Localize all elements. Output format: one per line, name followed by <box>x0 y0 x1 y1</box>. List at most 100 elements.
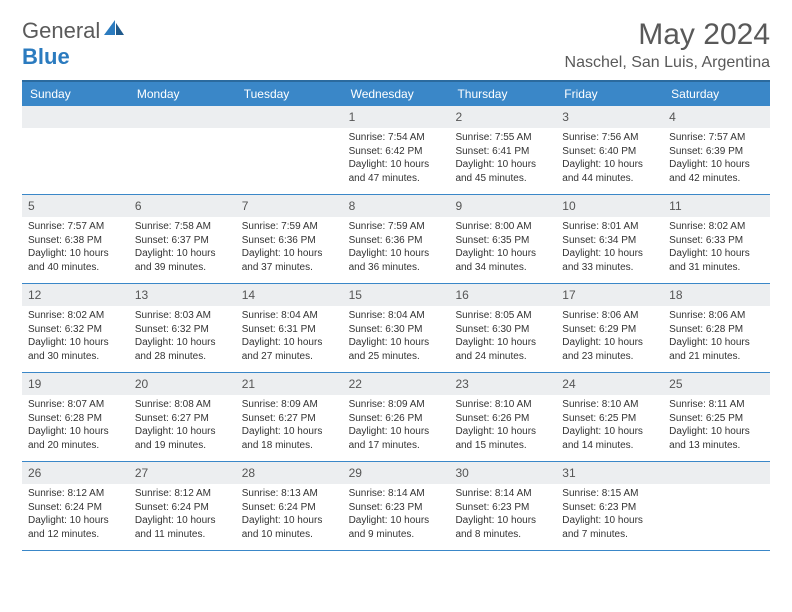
sunrise-line: Sunrise: 8:09 AM <box>242 398 337 412</box>
day-number: 2 <box>449 106 556 128</box>
day-details: Sunrise: 7:54 AMSunset: 6:42 PMDaylight:… <box>343 128 450 189</box>
location-text: Naschel, San Luis, Argentina <box>565 54 770 72</box>
sunset-line: Sunset: 6:34 PM <box>562 234 657 248</box>
calendar-cell: 11Sunrise: 8:02 AMSunset: 6:33 PMDayligh… <box>663 195 770 283</box>
daylight-line: Daylight: 10 hours and 12 minutes. <box>28 514 123 541</box>
sunrise-line: Sunrise: 8:02 AM <box>669 220 764 234</box>
calendar-cell <box>236 106 343 194</box>
day-number: 6 <box>129 195 236 217</box>
header: General May 2024 Naschel, San Luis, Arge… <box>22 18 770 72</box>
day-number: 3 <box>556 106 663 128</box>
day-details: Sunrise: 8:04 AMSunset: 6:30 PMDaylight:… <box>343 306 450 367</box>
logo: General <box>22 18 128 44</box>
calendar-cell: 22Sunrise: 8:09 AMSunset: 6:26 PMDayligh… <box>343 373 450 461</box>
sunrise-line: Sunrise: 7:59 AM <box>349 220 444 234</box>
sunrise-line: Sunrise: 7:56 AM <box>562 131 657 145</box>
sunset-line: Sunset: 6:41 PM <box>455 145 550 159</box>
day-details: Sunrise: 8:15 AMSunset: 6:23 PMDaylight:… <box>556 484 663 545</box>
day-number: 7 <box>236 195 343 217</box>
sunrise-line: Sunrise: 8:01 AM <box>562 220 657 234</box>
daylight-line: Daylight: 10 hours and 45 minutes. <box>455 158 550 185</box>
sunset-line: Sunset: 6:24 PM <box>28 501 123 515</box>
day-number: 24 <box>556 373 663 395</box>
daylight-line: Daylight: 10 hours and 18 minutes. <box>242 425 337 452</box>
daylight-line: Daylight: 10 hours and 11 minutes. <box>135 514 230 541</box>
calendar-cell: 5Sunrise: 7:57 AMSunset: 6:38 PMDaylight… <box>22 195 129 283</box>
day-number: 23 <box>449 373 556 395</box>
calendar-cell: 9Sunrise: 8:00 AMSunset: 6:35 PMDaylight… <box>449 195 556 283</box>
daylight-line: Daylight: 10 hours and 47 minutes. <box>349 158 444 185</box>
day-details: Sunrise: 8:05 AMSunset: 6:30 PMDaylight:… <box>449 306 556 367</box>
daylight-line: Daylight: 10 hours and 33 minutes. <box>562 247 657 274</box>
daylight-line: Daylight: 10 hours and 8 minutes. <box>455 514 550 541</box>
daylight-line: Daylight: 10 hours and 37 minutes. <box>242 247 337 274</box>
calendar-cell: 7Sunrise: 7:59 AMSunset: 6:36 PMDaylight… <box>236 195 343 283</box>
sunset-line: Sunset: 6:36 PM <box>242 234 337 248</box>
calendar-cell: 24Sunrise: 8:10 AMSunset: 6:25 PMDayligh… <box>556 373 663 461</box>
calendar-cell: 27Sunrise: 8:12 AMSunset: 6:24 PMDayligh… <box>129 462 236 550</box>
sunrise-line: Sunrise: 8:11 AM <box>669 398 764 412</box>
calendar-cell: 19Sunrise: 8:07 AMSunset: 6:28 PMDayligh… <box>22 373 129 461</box>
day-details: Sunrise: 8:06 AMSunset: 6:29 PMDaylight:… <box>556 306 663 367</box>
sunset-line: Sunset: 6:32 PM <box>135 323 230 337</box>
day-details: Sunrise: 8:12 AMSunset: 6:24 PMDaylight:… <box>129 484 236 545</box>
sunrise-line: Sunrise: 8:00 AM <box>455 220 550 234</box>
daylight-line: Daylight: 10 hours and 27 minutes. <box>242 336 337 363</box>
daylight-line: Daylight: 10 hours and 28 minutes. <box>135 336 230 363</box>
daylight-line: Daylight: 10 hours and 34 minutes. <box>455 247 550 274</box>
sunrise-line: Sunrise: 8:07 AM <box>28 398 123 412</box>
day-number: 21 <box>236 373 343 395</box>
day-details: Sunrise: 8:03 AMSunset: 6:32 PMDaylight:… <box>129 306 236 367</box>
sunset-line: Sunset: 6:30 PM <box>455 323 550 337</box>
day-number: 30 <box>449 462 556 484</box>
sunset-line: Sunset: 6:26 PM <box>455 412 550 426</box>
daylight-line: Daylight: 10 hours and 20 minutes. <box>28 425 123 452</box>
sunset-line: Sunset: 6:24 PM <box>135 501 230 515</box>
sunset-line: Sunset: 6:27 PM <box>135 412 230 426</box>
daylight-line: Daylight: 10 hours and 19 minutes. <box>135 425 230 452</box>
sunset-line: Sunset: 6:32 PM <box>28 323 123 337</box>
daylight-line: Daylight: 10 hours and 39 minutes. <box>135 247 230 274</box>
weekday-header: Saturday <box>663 82 770 106</box>
sunset-line: Sunset: 6:36 PM <box>349 234 444 248</box>
logo-text-blue: Blue <box>22 44 70 69</box>
daylight-line: Daylight: 10 hours and 31 minutes. <box>669 247 764 274</box>
calendar-cell: 18Sunrise: 8:06 AMSunset: 6:28 PMDayligh… <box>663 284 770 372</box>
calendar-cell <box>22 106 129 194</box>
day-details: Sunrise: 7:57 AMSunset: 6:38 PMDaylight:… <box>22 217 129 278</box>
sunset-line: Sunset: 6:25 PM <box>669 412 764 426</box>
daylight-line: Daylight: 10 hours and 40 minutes. <box>28 247 123 274</box>
calendar-cell: 30Sunrise: 8:14 AMSunset: 6:23 PMDayligh… <box>449 462 556 550</box>
calendar-cell: 14Sunrise: 8:04 AMSunset: 6:31 PMDayligh… <box>236 284 343 372</box>
calendar-row: 1Sunrise: 7:54 AMSunset: 6:42 PMDaylight… <box>22 106 770 195</box>
sunset-line: Sunset: 6:33 PM <box>669 234 764 248</box>
calendar-body: 1Sunrise: 7:54 AMSunset: 6:42 PMDaylight… <box>22 106 770 551</box>
daylight-line: Daylight: 10 hours and 14 minutes. <box>562 425 657 452</box>
sunset-line: Sunset: 6:38 PM <box>28 234 123 248</box>
day-details: Sunrise: 8:06 AMSunset: 6:28 PMDaylight:… <box>663 306 770 367</box>
daylight-line: Daylight: 10 hours and 17 minutes. <box>349 425 444 452</box>
sunrise-line: Sunrise: 8:10 AM <box>455 398 550 412</box>
sunrise-line: Sunrise: 8:06 AM <box>669 309 764 323</box>
weekday-header: Tuesday <box>236 82 343 106</box>
day-details: Sunrise: 8:08 AMSunset: 6:27 PMDaylight:… <box>129 395 236 456</box>
calendar-cell <box>663 462 770 550</box>
daylight-line: Daylight: 10 hours and 24 minutes. <box>455 336 550 363</box>
day-details: Sunrise: 8:04 AMSunset: 6:31 PMDaylight:… <box>236 306 343 367</box>
day-details: Sunrise: 7:59 AMSunset: 6:36 PMDaylight:… <box>343 217 450 278</box>
day-number-empty <box>129 106 236 128</box>
daylight-line: Daylight: 10 hours and 21 minutes. <box>669 336 764 363</box>
sunrise-line: Sunrise: 7:55 AM <box>455 131 550 145</box>
calendar-cell: 10Sunrise: 8:01 AMSunset: 6:34 PMDayligh… <box>556 195 663 283</box>
calendar-cell: 29Sunrise: 8:14 AMSunset: 6:23 PMDayligh… <box>343 462 450 550</box>
weekday-header: Wednesday <box>343 82 450 106</box>
day-number: 4 <box>663 106 770 128</box>
day-number-empty <box>663 462 770 484</box>
day-details: Sunrise: 8:10 AMSunset: 6:25 PMDaylight:… <box>556 395 663 456</box>
day-details: Sunrise: 8:14 AMSunset: 6:23 PMDaylight:… <box>343 484 450 545</box>
day-number: 17 <box>556 284 663 306</box>
sunrise-line: Sunrise: 8:08 AM <box>135 398 230 412</box>
day-details: Sunrise: 8:14 AMSunset: 6:23 PMDaylight:… <box>449 484 556 545</box>
daylight-line: Daylight: 10 hours and 9 minutes. <box>349 514 444 541</box>
day-number: 22 <box>343 373 450 395</box>
